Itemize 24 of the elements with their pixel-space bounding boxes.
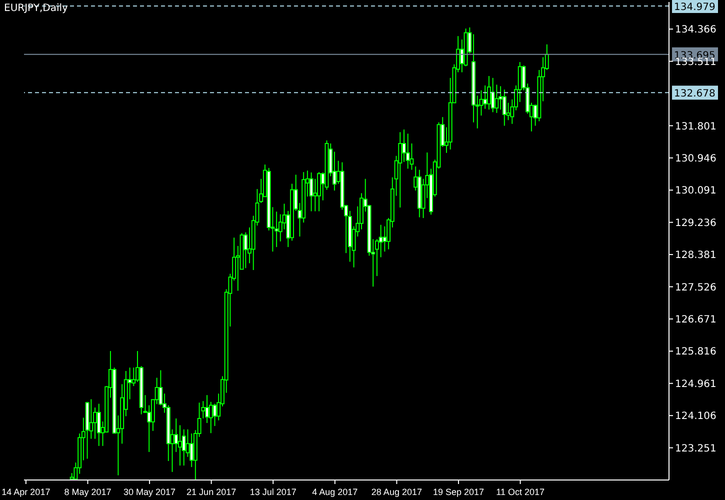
ref-line-label: 134.979	[674, 2, 716, 13]
x-tick-label: 21 Jun 2017	[186, 487, 236, 497]
y-tick-label: 124.961	[675, 378, 716, 390]
x-tick-label: 13 Jul 2017	[250, 487, 296, 497]
x-tick-label: 30 May 2017	[124, 487, 176, 497]
y-tick-label: 124.106	[675, 411, 716, 422]
y-tick-label: 129.236	[675, 218, 716, 229]
x-tick-label: 4 Aug 2017	[312, 487, 358, 497]
x-tick-label: 8 May 2017	[64, 487, 112, 497]
ref-line-label: 132.678	[674, 88, 716, 100]
y-tick-label: 127.526	[675, 282, 716, 294]
y-tick-label: 126.671	[675, 314, 716, 326]
chart-title: EURJPY,Daily	[4, 3, 68, 14]
x-tick-label: 14 Apr 2017	[2, 487, 50, 497]
y-tick-label: 130.946	[675, 153, 716, 164]
x-tick-label: 19 Sep 2017	[432, 487, 484, 497]
y-tick-label: 134.366	[675, 24, 716, 36]
y-tick-label: 125.816	[675, 346, 716, 358]
y-tick-label: 128.381	[675, 250, 716, 262]
x-tick-label: 28 Aug 2017	[371, 487, 422, 497]
y-tick-label: 131.801	[675, 121, 716, 132]
y-tick-label: 123.251	[675, 443, 716, 454]
y-tick-label: 130.091	[675, 186, 716, 197]
x-tick-label: 11 Oct 2017	[496, 487, 544, 497]
